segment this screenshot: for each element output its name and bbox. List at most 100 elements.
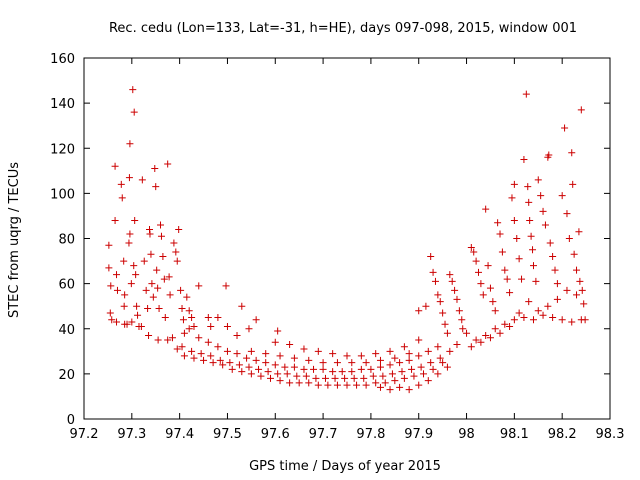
data-point bbox=[262, 359, 270, 367]
y-tick-label: 80 bbox=[58, 233, 75, 248]
data-point bbox=[553, 280, 561, 288]
data-point bbox=[276, 377, 284, 385]
data-point bbox=[410, 372, 418, 380]
data-point bbox=[362, 381, 370, 389]
data-point bbox=[164, 160, 172, 168]
data-point bbox=[498, 248, 506, 256]
data-point bbox=[151, 165, 159, 173]
data-point bbox=[214, 343, 222, 351]
x-tick-label: 97.6 bbox=[261, 427, 290, 442]
data-point bbox=[305, 356, 313, 364]
data-point bbox=[305, 379, 313, 387]
data-point bbox=[446, 347, 454, 355]
y-axis-label: STEC from uqrg / TECUs bbox=[7, 162, 22, 318]
data-point bbox=[415, 307, 423, 315]
data-point bbox=[173, 257, 181, 265]
data-point bbox=[145, 332, 153, 340]
data-point bbox=[178, 343, 186, 351]
data-point bbox=[539, 311, 547, 319]
data-point bbox=[185, 325, 193, 333]
data-point bbox=[121, 320, 129, 328]
data-point bbox=[188, 347, 196, 355]
x-tick-label: 97.4 bbox=[165, 427, 194, 442]
data-point bbox=[238, 368, 246, 376]
data-point bbox=[503, 275, 511, 283]
data-point bbox=[204, 338, 212, 346]
data-point bbox=[360, 374, 368, 382]
data-point bbox=[121, 291, 129, 299]
data-point bbox=[427, 359, 435, 367]
data-point bbox=[376, 363, 384, 371]
data-point bbox=[128, 318, 136, 326]
data-point bbox=[348, 359, 356, 367]
x-axis-label: GPS time / Days of year 2015 bbox=[249, 459, 441, 474]
data-point bbox=[534, 176, 542, 184]
data-point bbox=[228, 365, 236, 373]
data-point bbox=[496, 230, 504, 238]
data-point bbox=[506, 289, 514, 297]
data-point bbox=[472, 336, 480, 344]
data-point bbox=[459, 325, 467, 333]
data-point bbox=[255, 365, 263, 373]
data-point bbox=[179, 316, 187, 324]
data-point bbox=[154, 336, 162, 344]
x-tick-label: 97.8 bbox=[356, 427, 385, 442]
data-point bbox=[486, 284, 494, 292]
data-point bbox=[578, 286, 586, 294]
data-point bbox=[470, 248, 478, 256]
data-point bbox=[290, 363, 298, 371]
data-point bbox=[443, 329, 451, 337]
y-tick-label: 120 bbox=[50, 142, 75, 157]
data-point bbox=[113, 318, 121, 326]
data-point bbox=[209, 359, 217, 367]
data-point bbox=[341, 374, 349, 382]
data-point bbox=[276, 352, 284, 360]
data-point bbox=[405, 350, 413, 358]
data-point bbox=[570, 250, 578, 258]
data-point bbox=[333, 381, 341, 389]
data-point bbox=[281, 363, 289, 371]
data-point bbox=[379, 372, 387, 380]
data-point bbox=[131, 216, 139, 224]
data-point bbox=[436, 354, 444, 362]
data-point bbox=[159, 253, 167, 261]
data-point bbox=[107, 282, 115, 290]
x-tick-label: 97.2 bbox=[70, 427, 99, 442]
data-point bbox=[398, 368, 406, 376]
data-point bbox=[293, 372, 301, 380]
data-point bbox=[243, 354, 251, 362]
y-tick-label: 160 bbox=[50, 52, 75, 67]
data-point bbox=[491, 307, 499, 315]
data-point bbox=[362, 359, 370, 367]
data-point bbox=[491, 325, 499, 333]
data-point bbox=[513, 235, 521, 242]
x-tick-label: 98 bbox=[458, 427, 475, 442]
data-point bbox=[286, 341, 294, 349]
data-point bbox=[541, 221, 549, 229]
data-point bbox=[575, 228, 583, 236]
data-point bbox=[494, 219, 502, 227]
data-point bbox=[529, 262, 537, 270]
data-point bbox=[106, 309, 114, 317]
data-point bbox=[233, 350, 241, 358]
data-point bbox=[195, 282, 203, 290]
data-point bbox=[376, 383, 384, 391]
data-point bbox=[573, 291, 581, 299]
data-point bbox=[166, 291, 174, 299]
data-point bbox=[153, 266, 161, 274]
data-point bbox=[113, 271, 121, 279]
data-point bbox=[175, 225, 183, 233]
data-point bbox=[463, 329, 471, 337]
chart-title: Rec. cedu (Lon=133, Lat=-31, h=HE), days… bbox=[109, 21, 577, 36]
data-point bbox=[553, 295, 561, 303]
data-point bbox=[329, 350, 337, 358]
data-point bbox=[155, 304, 163, 312]
data-point bbox=[290, 354, 298, 362]
data-point bbox=[148, 280, 156, 288]
data-point bbox=[226, 359, 234, 367]
data-point bbox=[168, 334, 176, 342]
data-point bbox=[105, 264, 113, 272]
data-point bbox=[111, 162, 119, 170]
data-point bbox=[164, 336, 172, 344]
data-point bbox=[247, 370, 255, 378]
